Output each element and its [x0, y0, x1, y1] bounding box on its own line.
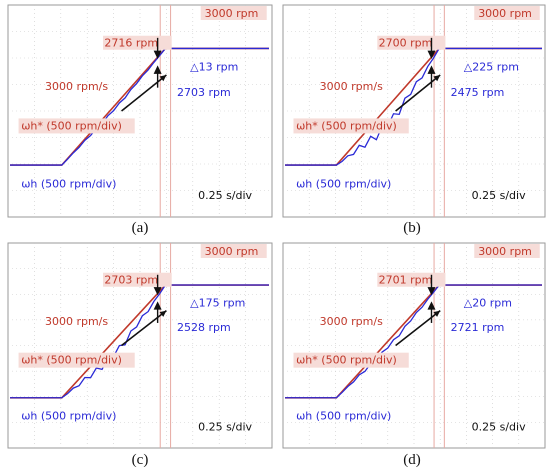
- caption-d: (d): [403, 452, 421, 468]
- delta-arrow-head: [153, 50, 162, 60]
- x-scale-label: 0.25 s/div: [472, 421, 526, 434]
- legend-actual: ωh (500 rpm/div): [296, 409, 391, 422]
- caption-b: (b): [403, 220, 421, 236]
- rate-arrow-head: [433, 310, 441, 317]
- annotation-ref-value: 2703 rpm: [104, 274, 158, 287]
- label-highlight: [377, 272, 446, 287]
- delta-arrow-head: [153, 65, 162, 74]
- delta-arrow-head: [427, 50, 436, 60]
- annotation-act-value: 2703 rpm: [177, 86, 231, 99]
- delta-arrow-head: [153, 301, 162, 310]
- annotation-delta: △13 rpm: [190, 61, 238, 74]
- delta-arrow-head: [427, 287, 436, 296]
- label-highlight: [293, 352, 409, 368]
- caption-a: (a): [131, 220, 149, 236]
- label-highlight: [200, 244, 267, 258]
- panel-d: 3000 rpm/s 3000 rpm 2701 rpm △20 rpm 2721 rp…: [282, 242, 546, 449]
- x-scale-label: 0.25 s/div: [472, 189, 526, 202]
- annotation-final: 3000 rpm: [478, 7, 532, 20]
- legend-reference: ωh* (500 rpm/div): [296, 119, 397, 132]
- series-actual-speed: [10, 284, 269, 399]
- legend-actual: ωh (500 rpm/div): [21, 177, 116, 190]
- annotation-act-value: 2528 rpm: [177, 321, 231, 334]
- annotation-delta: △225 rpm: [464, 61, 519, 74]
- annotation-ref-value: 2701 rpm: [379, 274, 433, 287]
- label-highlight: [293, 118, 409, 134]
- label-highlight: [18, 118, 135, 134]
- rate-arrow-head: [159, 74, 167, 82]
- legend-reference: ωh* (500 rpm/div): [21, 119, 122, 132]
- label-highlight: [474, 6, 540, 20]
- panel-b: 3000 rpm/s 3000 rpm 2700 rpm △225 rpm 2475 r…: [282, 4, 546, 218]
- label-highlight: [103, 35, 172, 50]
- annotation-rate: 3000 rpm/s: [320, 80, 383, 93]
- rate-arrow: [121, 74, 167, 112]
- annotation-ref-value: 2716 rpm: [104, 37, 158, 50]
- legend-actual: ωh (500 rpm/div): [296, 177, 391, 190]
- delta-arrow-head: [427, 65, 436, 74]
- rate-arrow: [395, 74, 441, 112]
- annotation-rate: 3000 rpm/s: [45, 80, 108, 93]
- panel-c: 3000 rpm/s 3000 rpm 2703 rpm △175 rpm 2528 r…: [7, 242, 273, 449]
- caption-c: (c): [131, 452, 149, 468]
- series-actual-speed: [10, 47, 269, 166]
- annotation-delta: △175 rpm: [190, 297, 245, 310]
- rate-arrow-head: [159, 310, 167, 317]
- rate-arrow: [121, 310, 167, 347]
- rate-arrow-head: [433, 74, 441, 82]
- rate-arrow: [395, 310, 441, 347]
- panel-a: 3000 rpm/s 3000 rpm 2716 rpm △13 rpm 2703 rp…: [7, 4, 273, 218]
- label-highlight: [200, 6, 267, 20]
- delta-arrow-head: [427, 301, 436, 310]
- series-actual-speed: [285, 284, 542, 399]
- legend-reference: ωh* (500 rpm/div): [21, 354, 122, 367]
- annotation-final: 3000 rpm: [205, 245, 259, 258]
- delta-arrow-head: [153, 287, 162, 296]
- legend-actual: ωh (500 rpm/div): [21, 409, 116, 422]
- annotation-rate: 3000 rpm/s: [45, 315, 108, 328]
- annotation-ref-value: 2700 rpm: [379, 37, 433, 50]
- annotation-final: 3000 rpm: [478, 245, 532, 258]
- annotation-rate: 3000 rpm/s: [320, 315, 383, 328]
- legend-reference: ωh* (500 rpm/div): [296, 354, 397, 367]
- annotation-act-value: 2721 rpm: [451, 321, 505, 334]
- x-scale-label: 0.25 s/div: [198, 189, 252, 202]
- x-scale-label: 0.25 s/div: [198, 421, 252, 434]
- label-highlight: [18, 352, 135, 368]
- label-highlight: [103, 272, 172, 287]
- label-highlight: [474, 244, 540, 258]
- annotation-delta: △20 rpm: [464, 297, 512, 310]
- annotation-act-value: 2475 rpm: [451, 86, 505, 99]
- label-highlight: [377, 35, 446, 50]
- annotation-final: 3000 rpm: [205, 7, 259, 20]
